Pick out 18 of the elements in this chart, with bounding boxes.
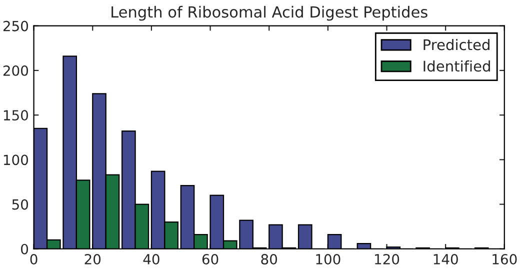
chart-title: Length of Ribosomal Acid Digest Peptides bbox=[112, 6, 428, 21]
legend-label: Identified bbox=[424, 60, 490, 72]
x-tick-label: 60 bbox=[202, 254, 218, 264]
x-tick-label: 80 bbox=[261, 254, 278, 264]
y-tick-label: 150 bbox=[4, 110, 28, 121]
y-tick-label: 50 bbox=[12, 199, 28, 210]
y-tick-label: 200 bbox=[3, 65, 28, 76]
x-tick-label: 120 bbox=[375, 254, 400, 264]
x-tick-label: 160 bbox=[492, 254, 517, 264]
y-tick-label: 100 bbox=[4, 154, 28, 166]
x-tick-label: 20 bbox=[84, 254, 101, 264]
x-tick-label: 0 bbox=[30, 254, 38, 264]
legend-label: Predicted bbox=[424, 38, 490, 50]
x-tick-label: 140 bbox=[434, 254, 458, 264]
y-tick-label: 0 bbox=[21, 244, 28, 254]
y-tick-label: 250 bbox=[3, 20, 28, 32]
x-tick-label: 40 bbox=[143, 254, 160, 264]
x-tick-label: 100 bbox=[316, 254, 340, 264]
